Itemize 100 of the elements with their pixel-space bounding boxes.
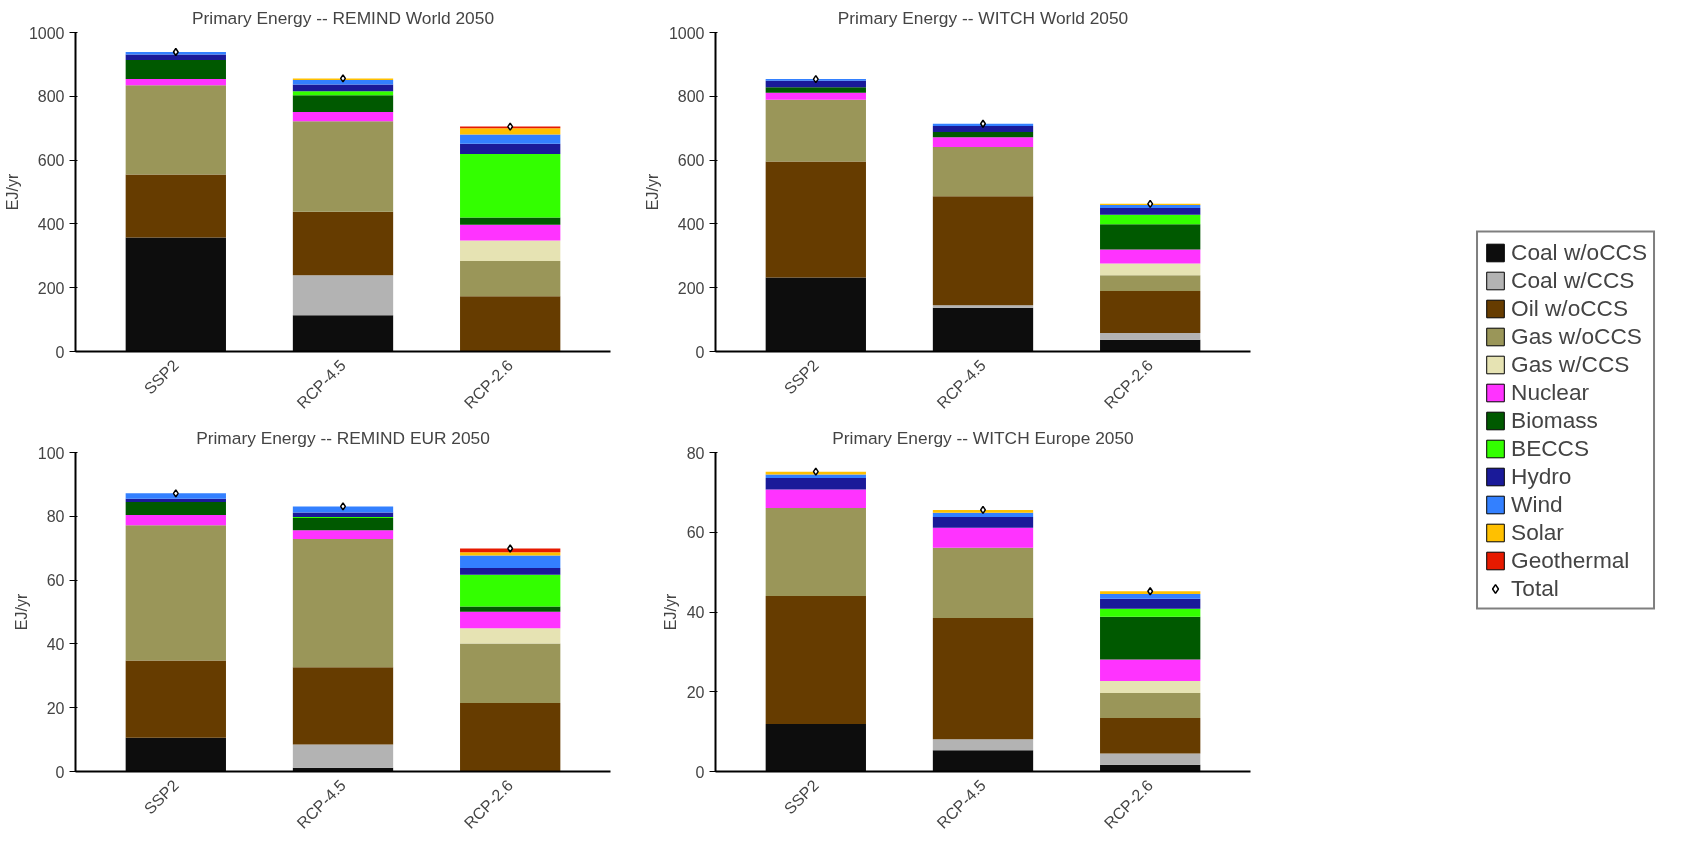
bar [1100,339,1201,352]
legend-label: Biomass [1511,406,1598,434]
y-tick-label: 0 [695,763,705,781]
bar [460,143,561,155]
bar [765,478,866,490]
bar [125,515,226,526]
bar [125,51,226,55]
legend-label: Geothermal [1511,546,1630,574]
y-tick-label: 200 [677,279,705,297]
bar [292,275,394,316]
bar [932,512,1034,518]
bar [460,702,561,772]
y-tick-label: 80 [46,508,65,526]
bar [765,99,866,162]
bar [932,147,1034,197]
bar [460,606,561,612]
bar [765,87,866,93]
y-tick-label: 40 [46,635,65,653]
bar [1100,591,1201,595]
legend-label: Hydro [1511,462,1572,490]
y-tick-label: 800 [37,88,65,106]
bar [1100,608,1201,617]
bar [932,547,1034,618]
bar [460,296,561,352]
bar [125,498,226,502]
bar [1100,692,1201,719]
y-tick-label: 1000 [668,24,705,42]
y-tick-label: 0 [55,763,65,781]
point [979,505,987,515]
legend-label: Gas w/oCCS [1511,322,1642,350]
bar [292,91,394,96]
bar [292,121,394,212]
bar [1100,598,1201,609]
bar [292,84,394,92]
bar [292,95,394,112]
bar [932,750,1034,772]
bar [460,154,561,218]
bar [1100,753,1201,765]
bar [1100,207,1201,215]
chart-title: Primary Energy -- REMIND World 2050 [191,7,495,28]
bar [932,307,1034,352]
bar [1100,290,1201,333]
bar [765,724,866,772]
chart-title: Primary Energy -- WITCH Europe 2050 [832,427,1134,448]
y-axis-title: EJ/yr [661,593,679,631]
bar [125,237,226,352]
legend-label: Coal w/CCS [1511,266,1635,294]
y-axis-title: EJ/yr [3,173,21,211]
bar [765,474,866,479]
bar [765,161,866,278]
bar [292,530,394,539]
bar [765,92,866,100]
bar [460,240,561,261]
bar [1100,224,1201,250]
bar [292,667,394,745]
point [979,119,987,128]
point [1147,199,1154,209]
legend-label: Solar [1511,518,1564,546]
bar [460,628,561,644]
y-tick-label: 60 [46,572,65,590]
bar [1100,659,1201,681]
bar [460,611,561,629]
bar [125,59,226,80]
bar [125,660,226,738]
y-tick-label: 200 [37,279,65,297]
bar [125,79,226,86]
bar [932,305,1034,308]
bar [125,737,226,772]
y-tick-label: 20 [686,683,705,701]
y-tick-label: 100 [37,444,65,462]
bar [932,527,1034,548]
bar [292,211,394,276]
y-tick-label: 0 [55,343,65,361]
y-tick-label: 40 [686,604,705,621]
y-axis-title: EJ/yr [643,173,661,211]
bar [292,744,394,768]
y-tick-label: 0 [695,343,705,361]
bar [932,137,1034,148]
bar [932,125,1034,133]
legend-label: Wind [1511,490,1563,518]
point [172,489,179,498]
y-tick-label: 20 [46,699,65,717]
bar [460,552,561,556]
bar [125,525,226,661]
y-tick-label: 800 [677,88,705,106]
point [507,544,514,553]
bar [1100,616,1201,660]
bar [932,196,1034,306]
bar [460,224,561,241]
y-tick-label: 600 [37,152,65,170]
y-tick-label: 400 [677,215,705,233]
bar [932,509,1034,513]
bar [1100,680,1201,693]
bar [292,506,394,513]
bar [1100,263,1201,276]
bar [1100,275,1201,291]
point [339,502,347,511]
bar [1100,594,1201,599]
point [172,47,179,57]
point [507,122,514,131]
